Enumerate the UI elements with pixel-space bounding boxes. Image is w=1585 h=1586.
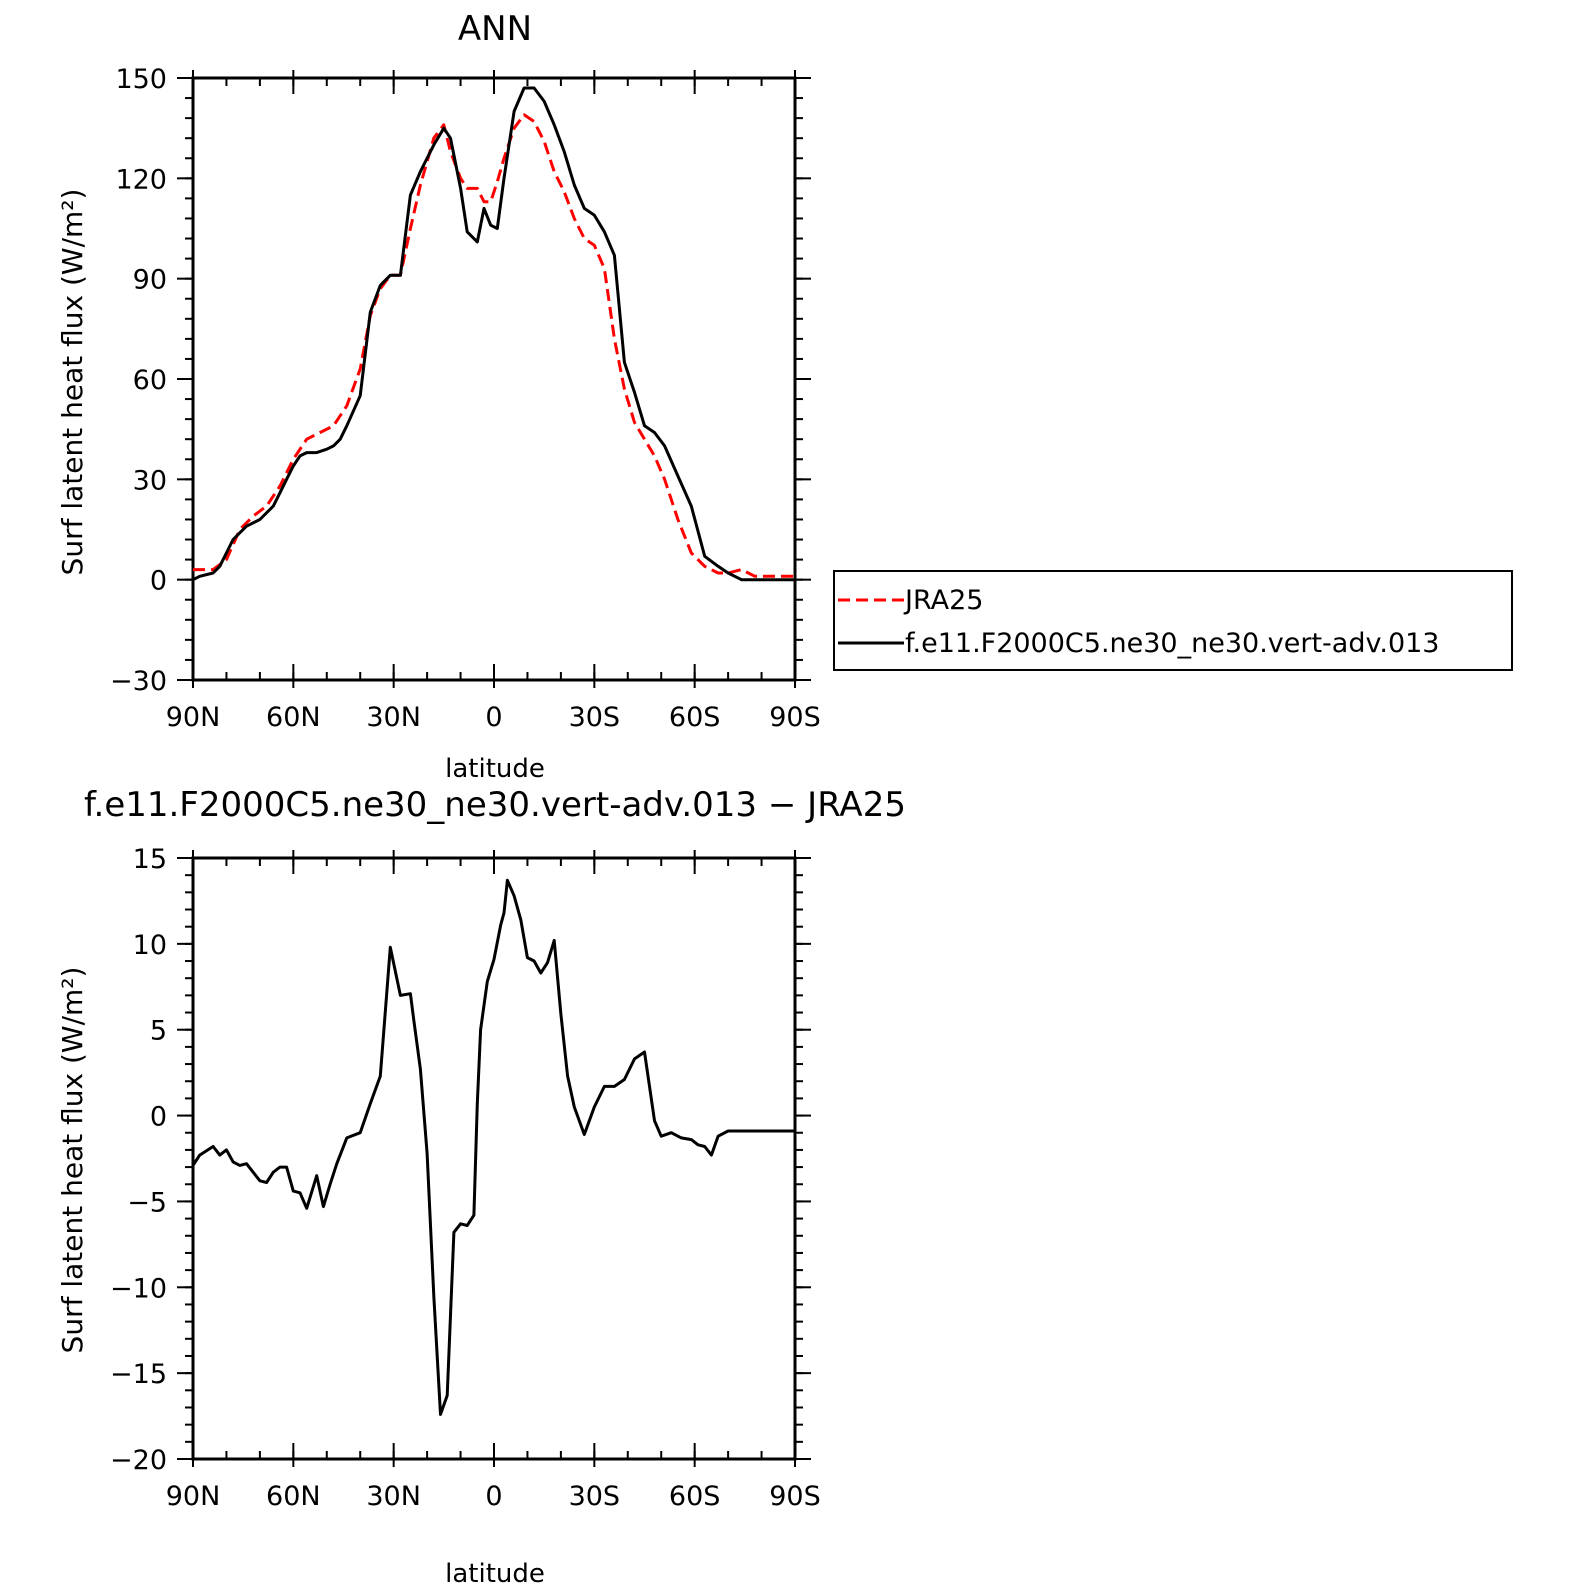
top-series-line-f-e11-f2000c5-ne30-ne30-vert-adv-013	[192, 86, 795, 582]
legend: JRA25 f.e11.F2000C5.ne30_ne30.vert-adv.0…	[833, 570, 1513, 671]
bottom-y-tick-label: −15	[110, 1359, 167, 1390]
bottom-x-tick-label: 90N	[166, 1481, 221, 1512]
bottom-x-tick-label: 90S	[769, 1481, 821, 1512]
top-plot-frame	[191, 76, 797, 682]
bottom-plot-frame	[191, 856, 797, 1461]
top-x-axis-title: latitude	[445, 754, 545, 784]
bottom-series-line-difference	[191, 878, 795, 1416]
bottom-chart-title: f.e11.F2000C5.ne30_ne30.vert-adv.013 − J…	[84, 785, 906, 825]
top-x-tick-label: 0	[485, 702, 502, 733]
top-y-tick-label: −30	[110, 666, 167, 697]
top-y-tick-label: 0	[150, 566, 167, 597]
bottom-y-tick-label: −5	[127, 1187, 167, 1218]
bottom-y-tick-label: 10	[133, 930, 167, 961]
legend-label-jra25: JRA25	[903, 585, 983, 616]
top-y-tick-label: 60	[133, 365, 167, 396]
top-y-tick-label: 90	[133, 265, 167, 296]
bottom-x-tick-label: 60N	[266, 1481, 321, 1512]
bottom-y-tick-label: −10	[110, 1273, 167, 1304]
bottom-panel: f.e11.F2000C5.ne30_ne30.vert-adv.013 − J…	[56, 785, 906, 1586]
top-series-line-jra25	[193, 113, 795, 578]
bottom-y-tick-label: 5	[150, 1016, 167, 1047]
legend-label-model: f.e11.F2000C5.ne30_ne30.vert-adv.013	[905, 628, 1439, 659]
top-y-tick-label: 150	[115, 64, 167, 95]
bottom-y-tick-label: 15	[133, 844, 167, 875]
bottom-x-tick-label: 0	[485, 1481, 502, 1512]
bottom-x-tick-label: 60S	[669, 1481, 721, 1512]
bottom-x-tick-label: 30N	[366, 1481, 421, 1512]
bottom-x-axis-title: latitude	[445, 1559, 545, 1586]
top-x-tick-label: 30S	[569, 702, 621, 733]
top-y-tick-label: 120	[115, 164, 167, 195]
legend-box	[833, 570, 1513, 671]
top-x-tick-label: 30N	[366, 702, 421, 733]
top-x-tick-label: 60N	[266, 702, 321, 733]
top-y-axis-title: Surf latent heat flux (W/m²)	[56, 189, 89, 576]
top-plot-area: 90N 60N 30N 0 30S 60S 90S −30 0 30 60 90 120 150	[110, 64, 821, 733]
bottom-y-tick-label: 0	[150, 1102, 167, 1133]
top-chart-title: ANN	[458, 9, 532, 49]
top-x-tick-label: 60S	[669, 702, 721, 733]
bottom-plot-area: 90N 60N 30N 0 30S 60S 90S −20 −15 −10 −5 0 5 10 15	[110, 844, 821, 1512]
bottom-y-tick-label: −20	[110, 1445, 167, 1476]
top-panel: ANN 90N 60N 30N 0 30S 60S 90S−300306090120150 …	[56, 9, 821, 784]
bottom-x-tick-label: 30S	[569, 1481, 621, 1512]
bottom-y-axis-title: Surf latent heat flux (W/m²)	[56, 967, 89, 1354]
top-x-tick-label: 90N	[166, 702, 221, 733]
top-y-tick-label: 30	[133, 465, 167, 496]
top-x-tick-label: 90S	[769, 702, 821, 733]
